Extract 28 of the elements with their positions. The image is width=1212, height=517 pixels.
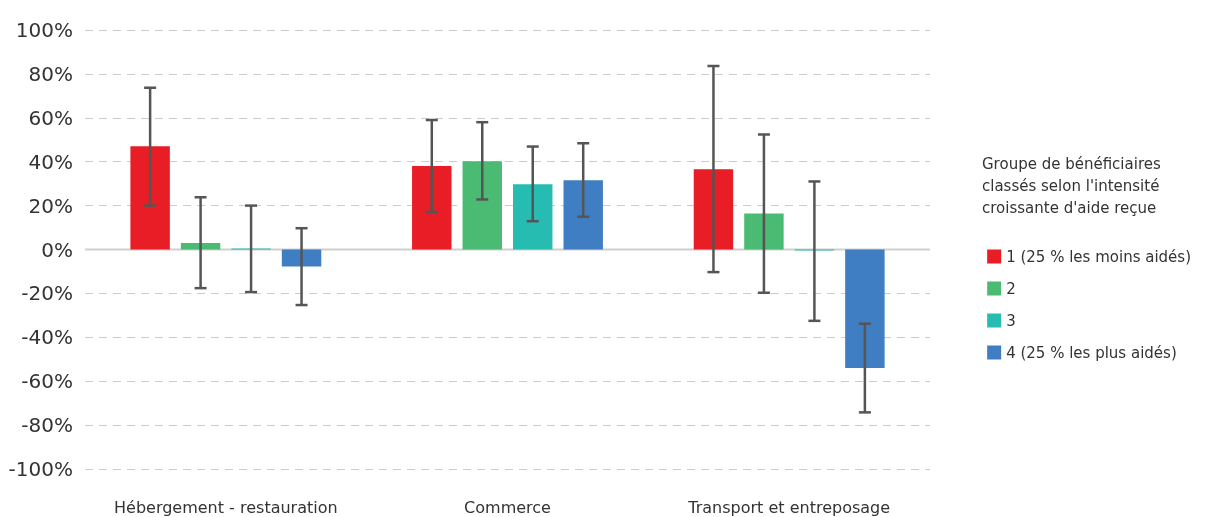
legend-label: 1 (25 % les moins aidés) <box>1006 247 1191 266</box>
bar <box>845 249 885 369</box>
y-tick-label: -100% <box>8 457 73 481</box>
bar <box>180 242 221 250</box>
y-tick-label: 60% <box>28 105 73 130</box>
bar <box>693 169 734 250</box>
y-tick-label: -20% <box>21 281 73 306</box>
y-tick-label: -40% <box>21 325 73 350</box>
x-tick-label: Hébergement - restauration <box>114 497 338 517</box>
bar <box>513 184 553 250</box>
bar <box>130 146 170 250</box>
y-tick-label: 100% <box>15 18 73 42</box>
legend-label: 4 (25 % les plus aidés) <box>1006 343 1177 362</box>
bar <box>563 180 603 250</box>
y-tick-label: 0% <box>41 237 73 262</box>
legend-label: 2 <box>1006 279 1016 298</box>
bar <box>462 161 502 250</box>
legend-label: 3 <box>1006 311 1016 330</box>
x-tick-label: Commerce <box>464 497 551 517</box>
y-tick-label: 40% <box>28 149 73 174</box>
y-tick-label: -60% <box>21 369 73 394</box>
bar <box>744 213 784 250</box>
bar <box>412 166 452 250</box>
legend-title: Groupe de bénéficiaires classés selon l'intensité croissante d'aide reçue <box>982 155 1166 217</box>
y-tick-label: 20% <box>28 193 73 218</box>
y-tick-label: 80% <box>28 61 73 86</box>
x-tick-label: Transport et entreposage <box>687 497 891 517</box>
y-tick-label: -80% <box>21 413 73 438</box>
